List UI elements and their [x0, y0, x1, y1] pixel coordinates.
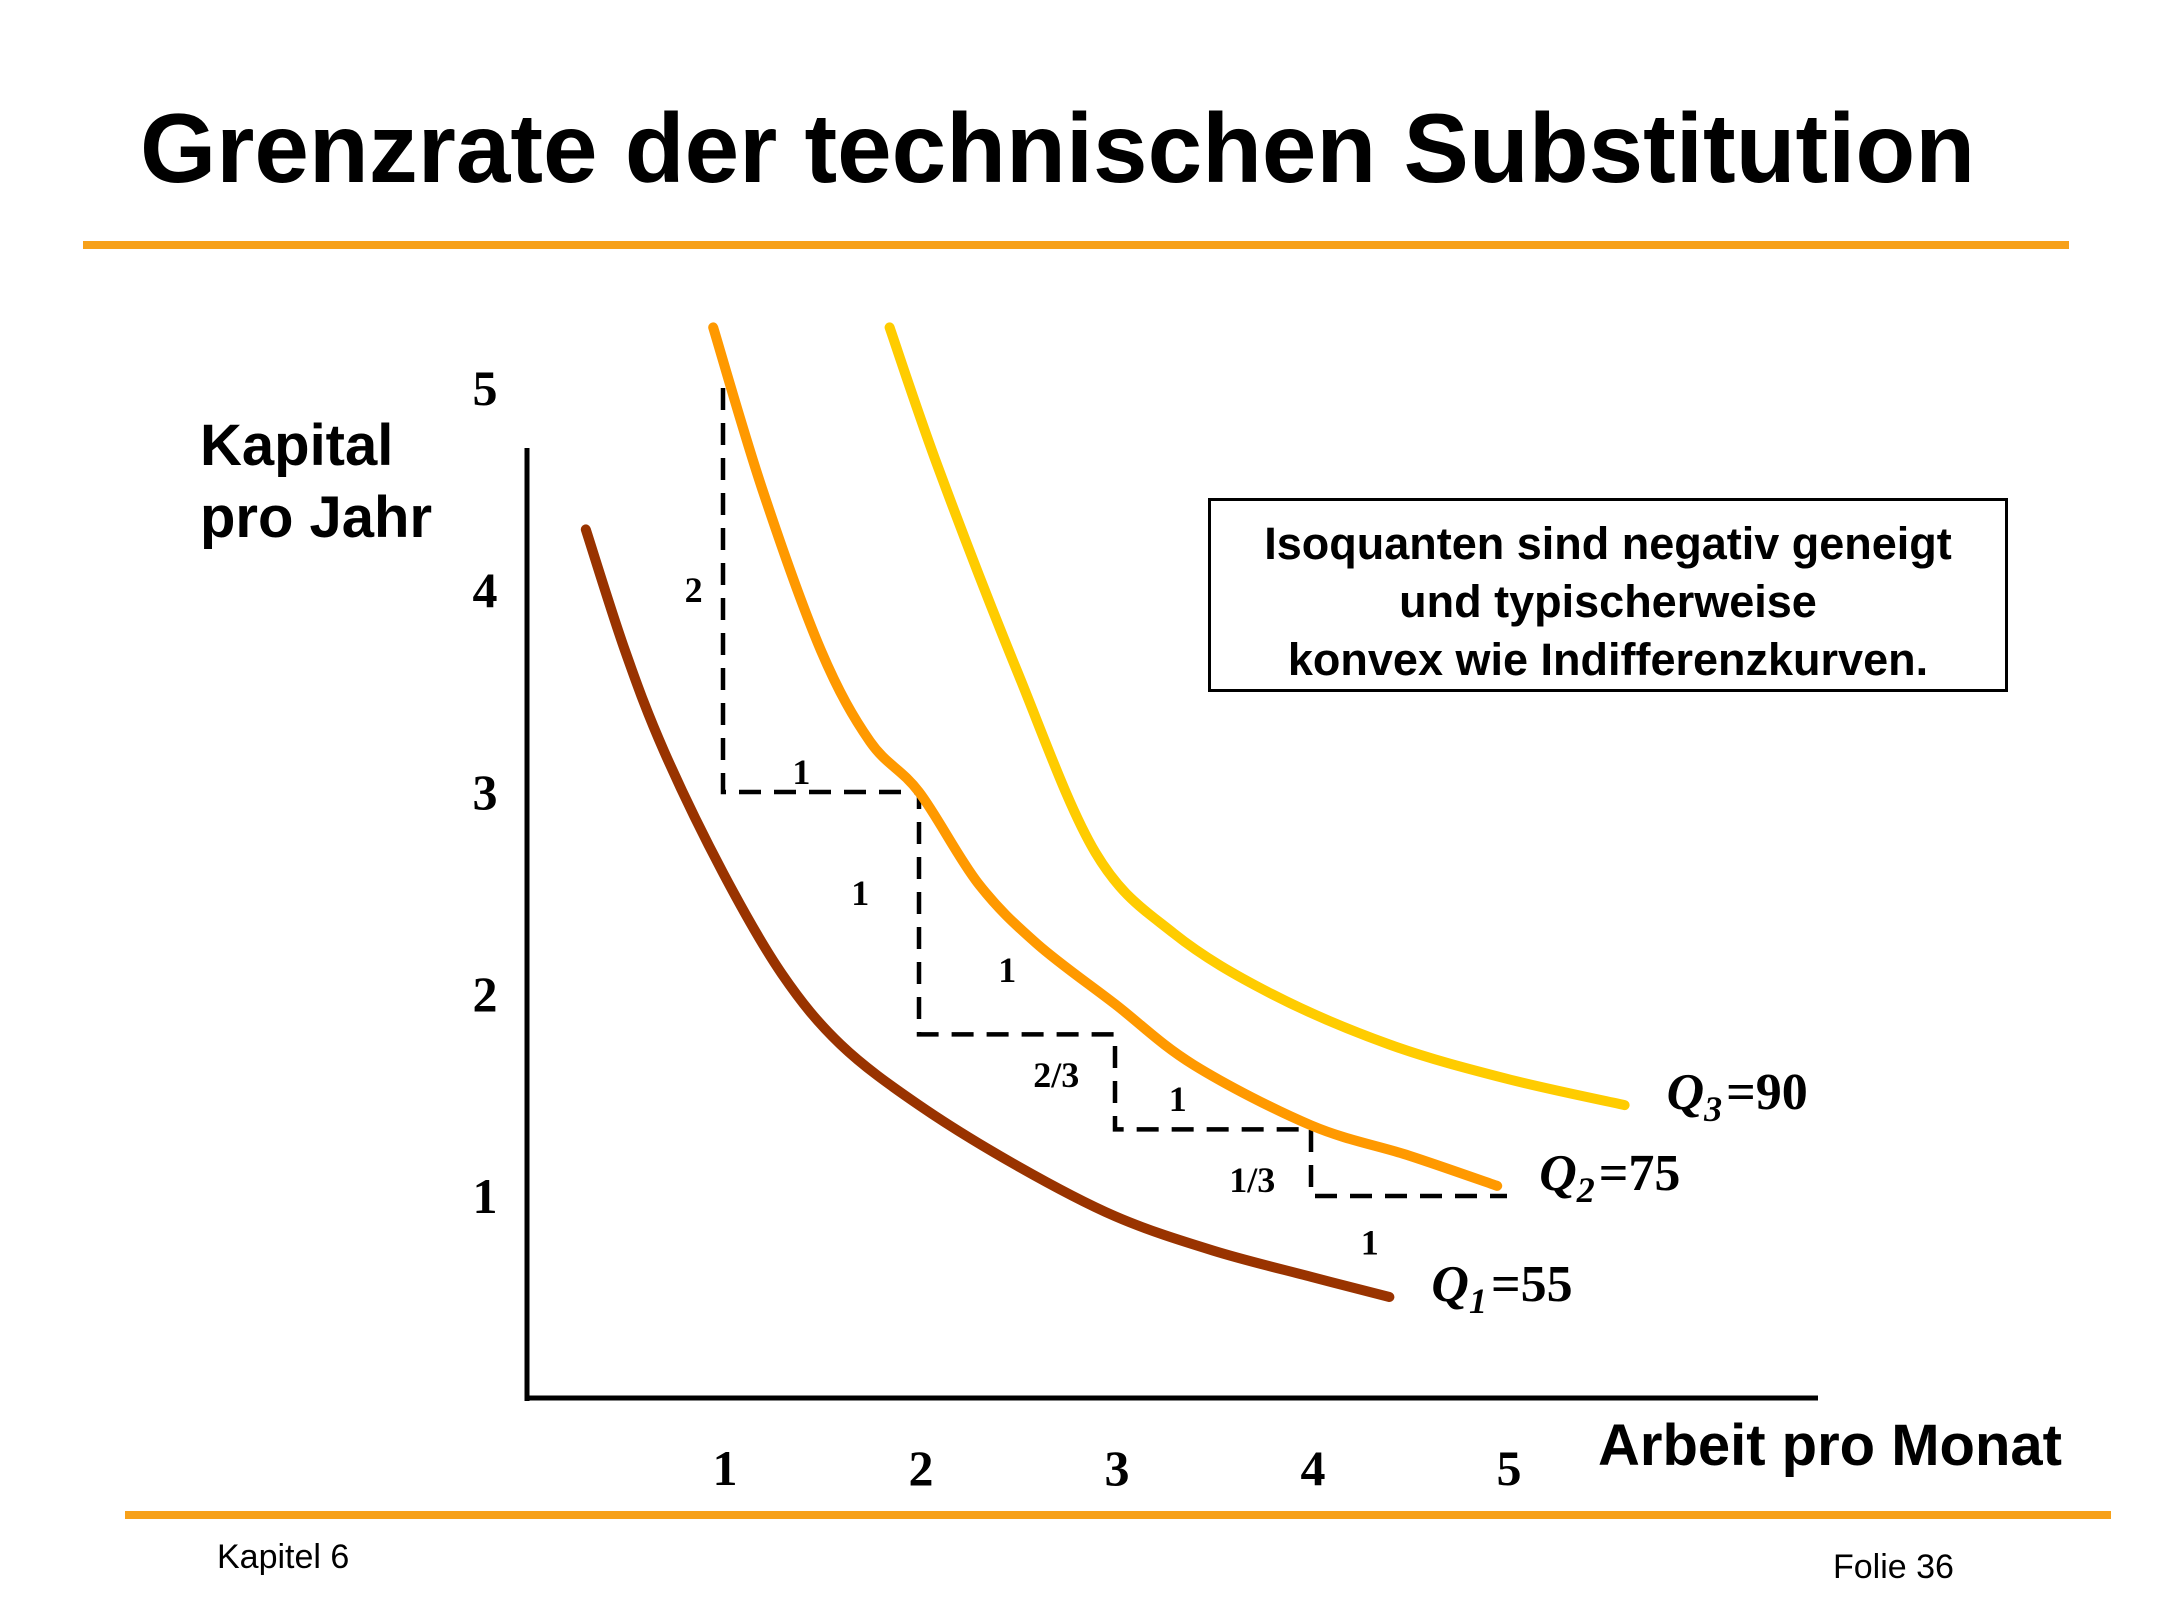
y-tick-label-3: 3	[473, 764, 498, 820]
slide-title: Grenzrate der technischen Substitution	[140, 93, 1976, 203]
y-tick-label-5: 5	[473, 360, 498, 416]
mrts-dashed-steps	[720, 388, 1507, 1199]
mrts-step-label: 1	[998, 950, 1016, 990]
mrts-step-label: 1/3	[1229, 1160, 1275, 1200]
x-tick-label-1: 1	[713, 1440, 738, 1496]
mrts-step-label: 2	[685, 570, 703, 610]
mrts-step-label: 1	[792, 752, 810, 792]
y-axis-label-line-1: Kapital	[200, 413, 394, 478]
isoquant-q2-label: Q2=75	[1539, 1145, 1680, 1210]
x-tick-label-2: 2	[909, 1440, 934, 1496]
isoquant-q1-label: Q1=55	[1431, 1256, 1572, 1321]
note-line-1: Isoquanten sind negativ geneigt	[1264, 518, 1952, 569]
note-box: Isoquanten sind negativ geneigt und typi…	[1208, 498, 2008, 692]
bottom-divider	[125, 1511, 2111, 1519]
note-line-2: und typischerweise	[1399, 576, 1817, 627]
note-line-3: konvex wie Indifferenzkurven.	[1287, 634, 1929, 685]
x-tick-label-3: 3	[1105, 1440, 1130, 1496]
mrts-step-label: 1	[1361, 1222, 1379, 1262]
y-axis-label-line-2: pro Jahr	[200, 485, 433, 550]
y-tick-label-4: 4	[473, 562, 498, 618]
mrts-step-label: 1	[851, 873, 869, 913]
isoquant-q2-line	[708, 322, 1503, 1191]
isoquant-q1-line	[580, 524, 1395, 1302]
y-axis-label: Kapital pro Jahr	[200, 410, 432, 554]
isoquant-q3-line	[884, 322, 1630, 1111]
mrts-step-label: 2/3	[1033, 1055, 1079, 1095]
footer-chapter: Kapitel 6	[217, 1538, 350, 1576]
x-axis-label: Arbeit pro Monat	[1598, 1413, 2062, 1478]
x-tick-label-4: 4	[1301, 1440, 1326, 1496]
y-tick-label-1: 1	[473, 1168, 498, 1224]
y-tick-label-2: 2	[473, 966, 498, 1022]
footer-slide-number: Folie 36	[1833, 1548, 1954, 1586]
isoquant-q3-label: Q3=90	[1667, 1064, 1808, 1129]
top-divider	[83, 241, 2069, 249]
x-tick-label-5: 5	[1497, 1440, 1522, 1496]
mrts-step-label: 1	[1169, 1079, 1187, 1119]
